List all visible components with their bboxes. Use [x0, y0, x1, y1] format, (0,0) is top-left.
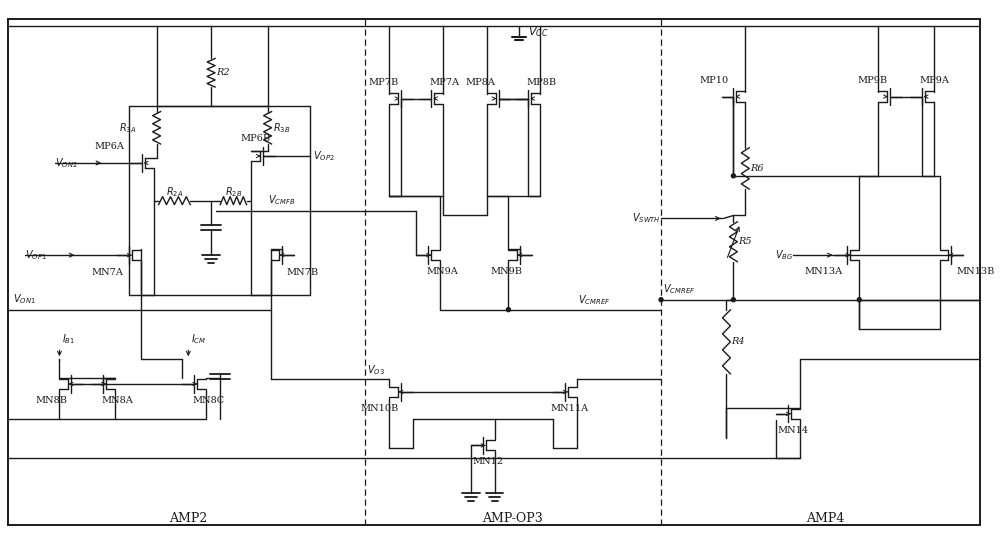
- Text: MP9B: MP9B: [857, 76, 887, 85]
- Text: $R_{3B}$: $R_{3B}$: [273, 121, 290, 135]
- Circle shape: [857, 298, 861, 302]
- Text: MP7A: MP7A: [429, 78, 459, 87]
- Text: $R_{2B}$: $R_{2B}$: [225, 185, 242, 199]
- Text: R6: R6: [750, 164, 764, 173]
- Text: MN13B: MN13B: [956, 267, 995, 276]
- Text: MN7B: MN7B: [286, 268, 318, 277]
- Text: $V_{SWTH}$: $V_{SWTH}$: [632, 212, 661, 226]
- Text: R5: R5: [738, 237, 752, 246]
- Text: MN9A: MN9A: [426, 267, 458, 276]
- Circle shape: [506, 308, 510, 312]
- Text: MN8A: MN8A: [101, 396, 133, 405]
- Text: $V_{O3}$: $V_{O3}$: [367, 363, 385, 377]
- Text: MN8B: MN8B: [36, 396, 68, 405]
- Text: MN7A: MN7A: [91, 268, 123, 277]
- Text: MN14: MN14: [777, 426, 808, 434]
- Text: $V_{OP1}$: $V_{OP1}$: [25, 248, 47, 262]
- Text: AMP2: AMP2: [169, 512, 207, 525]
- Text: MN11A: MN11A: [551, 404, 589, 413]
- Text: R2: R2: [216, 68, 230, 77]
- Text: $V_{CMREF}$: $V_{CMREF}$: [663, 282, 695, 296]
- Text: MP8B: MP8B: [526, 78, 556, 87]
- Text: $V_{CMFB}$: $V_{CMFB}$: [268, 193, 295, 207]
- Text: MP10: MP10: [699, 76, 728, 85]
- Text: $I_{CM}$: $I_{CM}$: [191, 333, 207, 346]
- Text: $V_{OP2}$: $V_{OP2}$: [313, 149, 335, 163]
- Circle shape: [659, 298, 663, 302]
- Text: MP8A: MP8A: [466, 78, 496, 87]
- Text: $R_{2A}$: $R_{2A}$: [166, 185, 183, 199]
- Text: $R_{3A}$: $R_{3A}$: [119, 121, 136, 135]
- Text: $V_{CMREF}$: $V_{CMREF}$: [578, 293, 611, 307]
- Text: MP6B: MP6B: [241, 134, 271, 143]
- Text: $V_{ON2}$: $V_{ON2}$: [55, 156, 77, 170]
- Text: MN13A: MN13A: [804, 267, 842, 276]
- Text: MP7B: MP7B: [368, 78, 399, 87]
- Text: MP9A: MP9A: [920, 76, 950, 85]
- Text: AMP4: AMP4: [806, 512, 845, 525]
- Text: $V_{ON1}$: $V_{ON1}$: [13, 292, 36, 306]
- Circle shape: [731, 174, 735, 178]
- Text: MP6A: MP6A: [94, 142, 124, 151]
- Circle shape: [731, 298, 735, 302]
- Text: MN12: MN12: [472, 457, 503, 466]
- Text: AMP-OP3: AMP-OP3: [482, 512, 543, 525]
- Text: $I_{B1}$: $I_{B1}$: [62, 333, 76, 346]
- Text: MN10B: MN10B: [360, 404, 399, 413]
- Text: $V_{BG}$: $V_{BG}$: [775, 248, 793, 262]
- Text: MN9B: MN9B: [490, 267, 522, 276]
- Text: MN8C: MN8C: [192, 396, 224, 405]
- Text: $V_{CC}$: $V_{CC}$: [528, 25, 549, 39]
- Text: R4: R4: [731, 338, 745, 346]
